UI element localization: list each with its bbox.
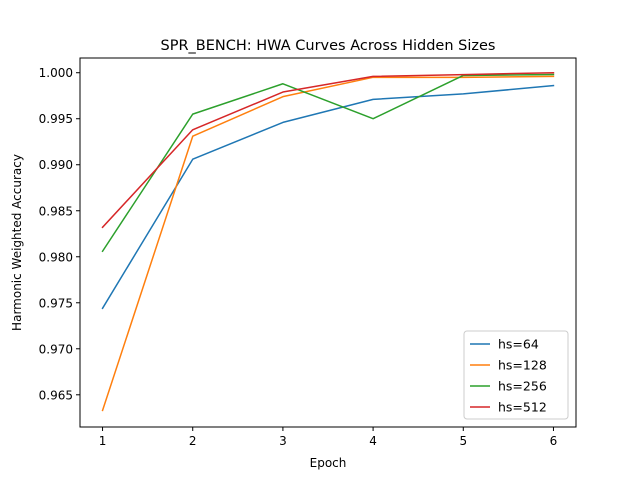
plot-area-frame (79, 57, 577, 428)
y-tick-label: 0.970 (39, 342, 73, 356)
legend: hs=64 hs=128 hs=256 hs=512 (463, 330, 569, 420)
legend-label: hs=64 (498, 337, 539, 352)
series-line-hs-256 (101, 73, 555, 253)
x-axis-label: Epoch (310, 456, 347, 470)
plot-lines (101, 71, 555, 412)
x-tick-label: 2 (189, 434, 197, 448)
legend-label: hs=128 (498, 358, 547, 373)
series-line-hs-512 (101, 71, 555, 229)
y-tick-label: 0.985 (39, 204, 73, 218)
legend-label: hs=256 (498, 379, 547, 394)
x-tick-label: 4 (369, 434, 377, 448)
x-axis: 1 2 3 4 5 6 (99, 427, 558, 448)
x-tick-label: 1 (99, 434, 107, 448)
y-tick-label: 1.000 (39, 66, 73, 80)
y-axis-label: Harmonic Weighted Accuracy (10, 154, 24, 331)
x-tick-label: 6 (550, 434, 558, 448)
y-tick-label: 0.990 (39, 158, 73, 172)
y-tick-label: 0.975 (39, 296, 73, 310)
y-tick-label: 0.995 (39, 112, 73, 126)
y-tick-label: 0.980 (39, 250, 73, 264)
legend-frame (463, 330, 569, 420)
y-axis: 0.965 0.970 0.975 0.980 0.985 0.990 0.995 1.000 (39, 66, 80, 402)
x-tick-label: 3 (279, 434, 287, 448)
legend-label: hs=512 (498, 400, 547, 415)
chart-title: SPR_BENCH: HWA Curves Across Hidden Size… (161, 38, 496, 54)
y-tick-label: 0.965 (39, 388, 73, 402)
series-line-hs-128 (101, 75, 555, 412)
x-tick-label: 5 (459, 434, 467, 448)
